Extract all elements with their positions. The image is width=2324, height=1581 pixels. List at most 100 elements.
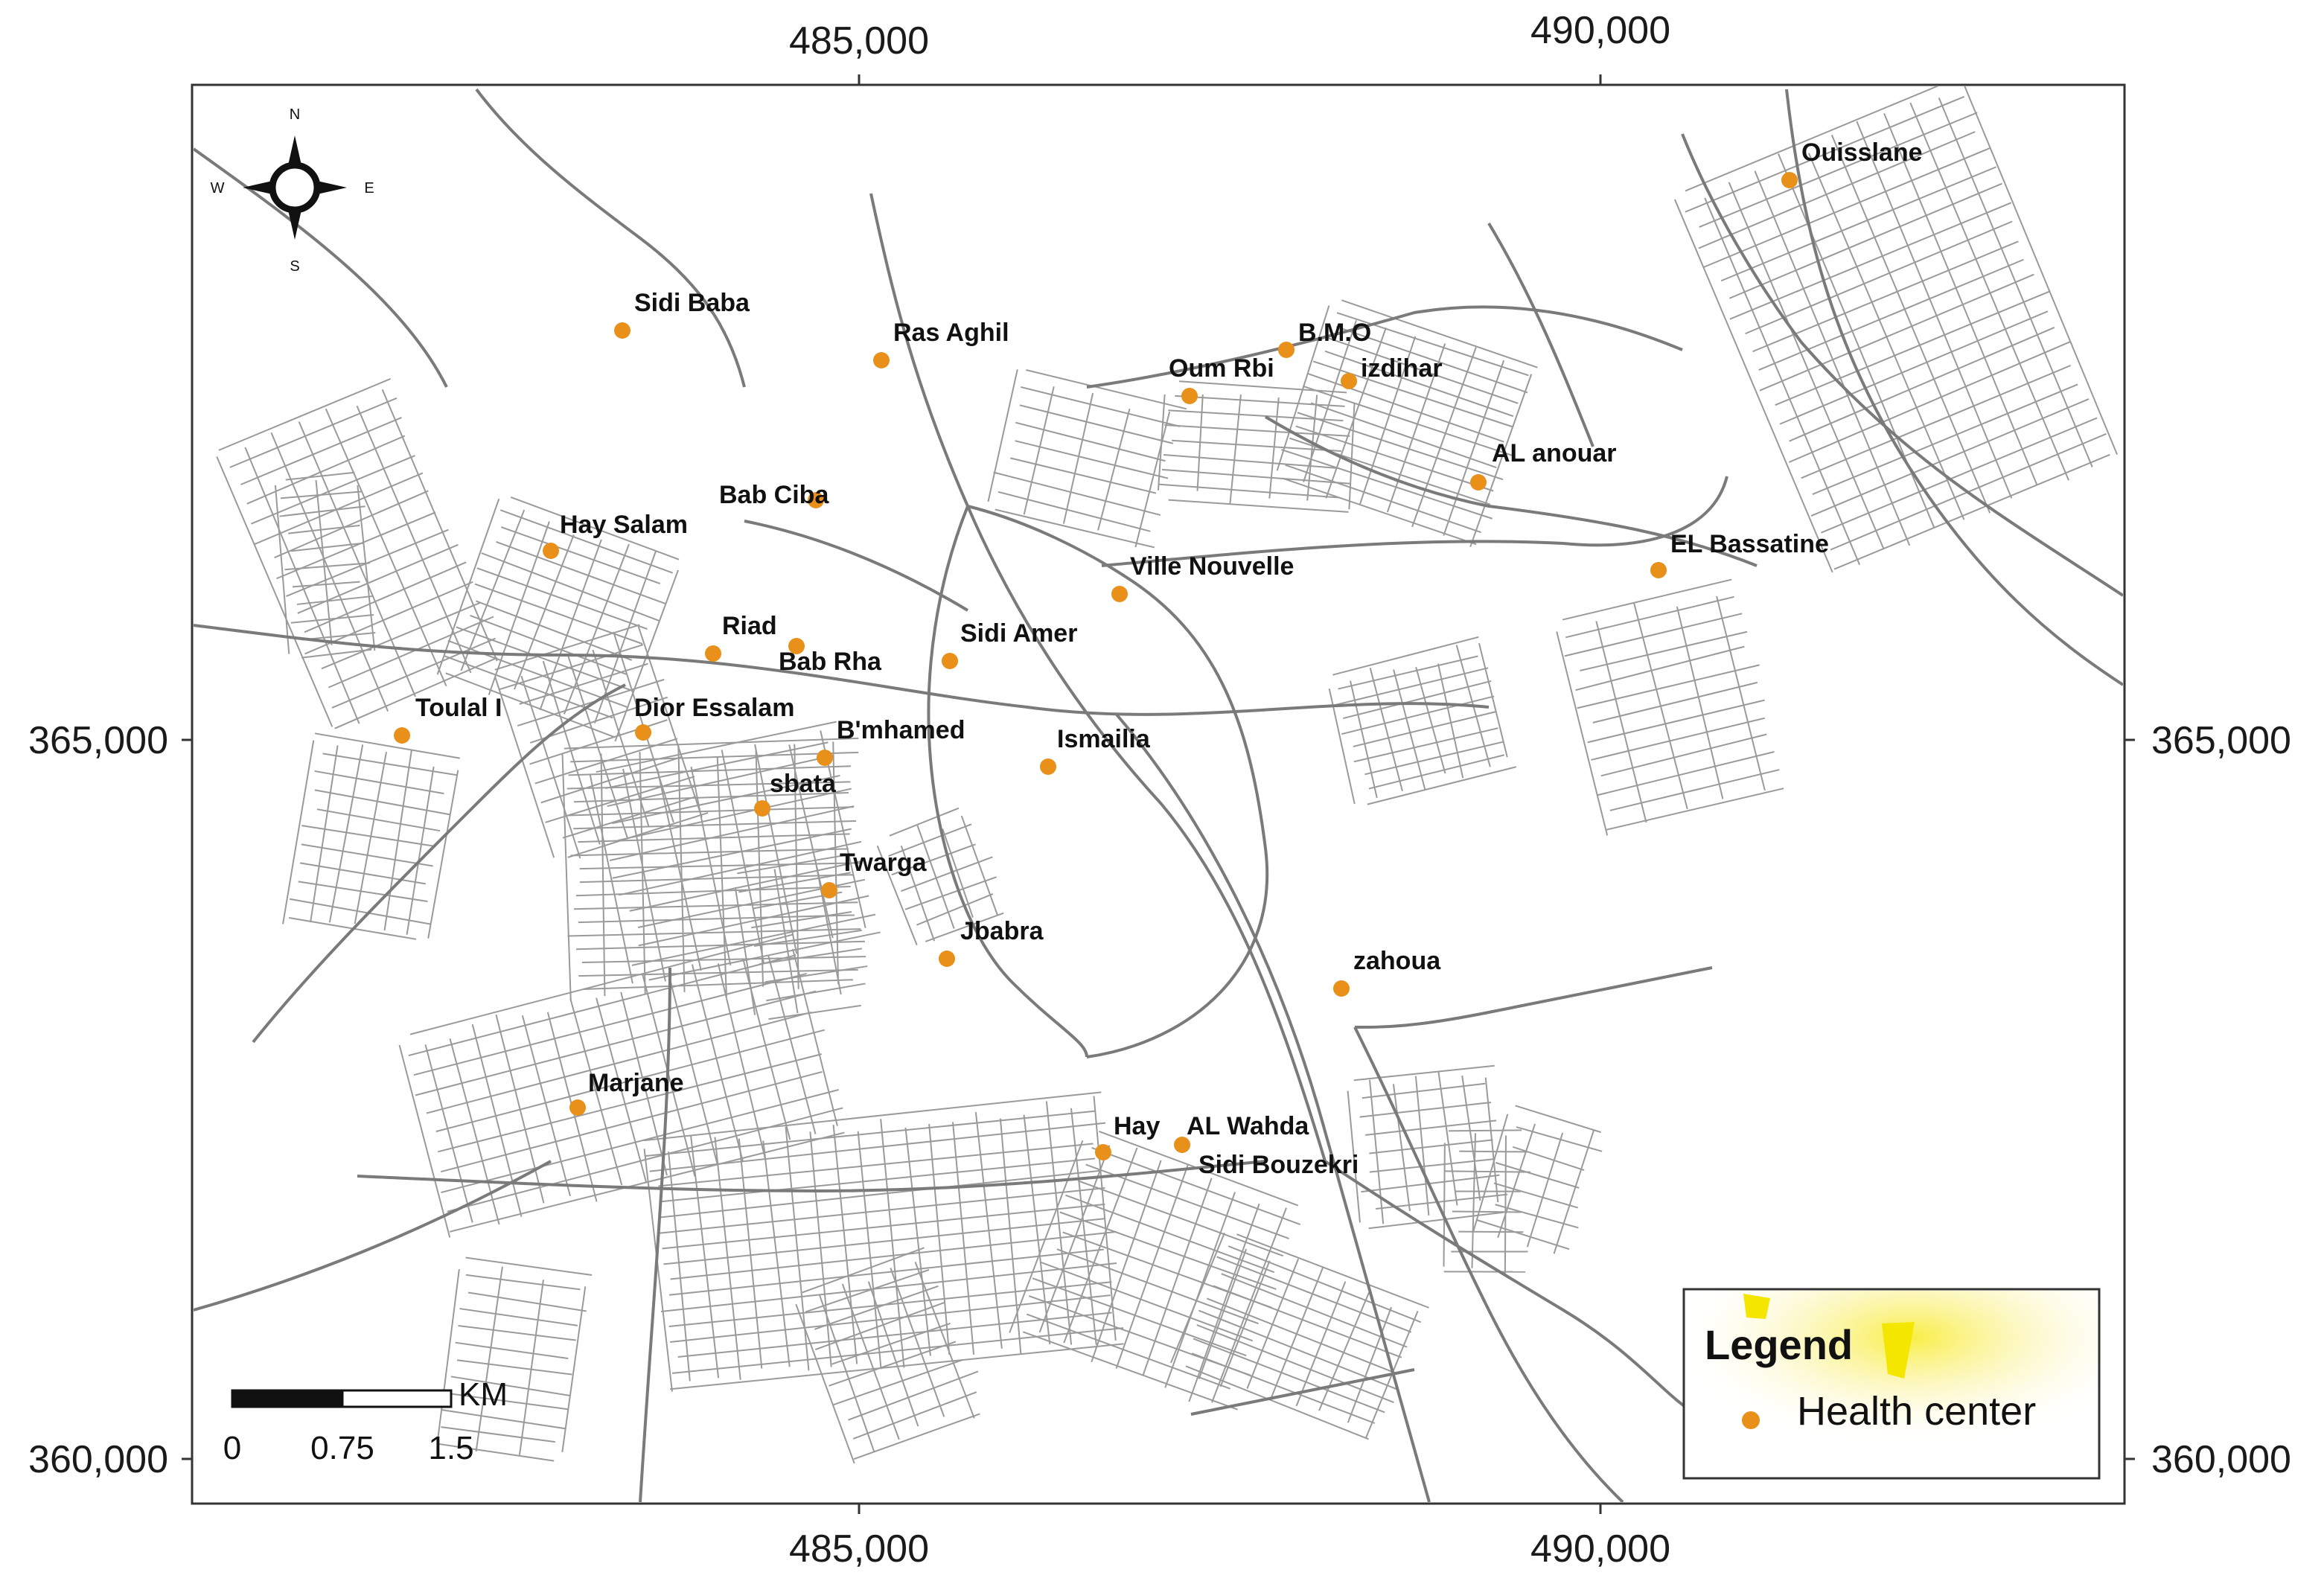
street-block-19	[1170, 1233, 1429, 1440]
health-center-label-sbata: sbata	[770, 770, 837, 798]
health-center-label-sidi-baba: Sidi Baba	[634, 289, 750, 317]
health-center-label-ismailia: Ismailia	[1057, 725, 1151, 753]
compass-n: N	[290, 106, 300, 123]
health-center-marker-ville-nouvelle	[1111, 586, 1128, 602]
scale-bar: KM 0 0.75 1.5	[223, 1376, 508, 1466]
legend: Legend Health center	[1682, 1288, 2101, 1480]
health-center-marker-bab-rha	[788, 638, 805, 654]
health-center-label-jbabra: Jbabra	[960, 917, 1044, 945]
health-center-label-ras-aghil: Ras Aghil	[893, 319, 1009, 347]
health-center-marker-sidi-amer	[942, 653, 958, 669]
health-center-marker-ras-aghil	[873, 352, 890, 368]
health-center-label-ouisslane: Ouisslane	[1801, 138, 1923, 167]
scale-bar-label-1: 0.75	[310, 1430, 374, 1466]
health-center-label-al-anouar: AL anouar	[1492, 439, 1617, 467]
street-block-21	[734, 854, 868, 1021]
street-block-11	[561, 737, 866, 1000]
health-center-marker-izdihar	[1341, 373, 1357, 389]
street-block-1	[436, 496, 680, 742]
compass-s: S	[290, 258, 299, 275]
health-center-marker-al-wahda	[1174, 1137, 1190, 1153]
x-tick-bottom-485000: 485,000	[789, 1527, 929, 1571]
health-center-marker-dior-essalam	[635, 724, 651, 741]
street-block-2	[494, 624, 709, 859]
health-center-label-el-bassatine: EL Bassatine	[1670, 530, 1829, 558]
health-center-marker-ismailia	[1040, 758, 1056, 775]
health-center-marker-riad	[705, 645, 721, 662]
health-center-marker-ouisslane	[1781, 172, 1798, 188]
health-center-marker-hay-salam	[543, 543, 559, 559]
health-center-label-riad: Riad	[722, 612, 777, 640]
street-block-6	[1276, 299, 1538, 548]
street-block-15	[1347, 1064, 1508, 1230]
health-center-label-oum-rbi: Oum Rbi	[1169, 354, 1274, 383]
scale-bar-label-2: 1.5	[428, 1430, 473, 1466]
health-center-label-al-wahda: AL Wahda	[1187, 1112, 1309, 1140]
y-tick-right-365000: 365,000	[2151, 719, 2291, 762]
street-block-20	[876, 807, 1004, 945]
health-center-marker-toulal-i	[394, 727, 410, 744]
health-center-label-bab-ciba: Bab Ciba	[719, 481, 829, 509]
health-center-marker-sbata	[754, 800, 770, 817]
scale-bar-label-0: 0	[223, 1430, 241, 1466]
x-tick-bottom-490000: 490,000	[1530, 1527, 1670, 1571]
street-block-17	[436, 1256, 593, 1462]
health-center-marker-jbabra	[939, 951, 955, 967]
street-block-7	[1673, 86, 2119, 573]
scale-bar-unit: KM	[459, 1376, 508, 1413]
scale-bar-empty	[341, 1389, 453, 1408]
health-center-marker-b-m-o	[1278, 342, 1295, 358]
x-tick-top-490000: 490,000	[1530, 9, 1670, 52]
health-center-marker-hay	[1095, 1144, 1111, 1160]
health-center-label-bab-rha: Bab Rha	[779, 648, 882, 676]
health-center-label-sidi-bouzekri: Sidi Bouzekri	[1198, 1151, 1359, 1179]
y-tick-left-360000: 360,000	[28, 1438, 168, 1481]
health-center-label-sidi-amer: Sidi Amer	[960, 619, 1077, 648]
compass-w: W	[211, 180, 225, 197]
health-center-label-twarga: Twarga	[840, 849, 928, 877]
street-block-16	[1443, 1129, 1530, 1274]
legend-highlight	[1685, 1291, 2098, 1477]
tick-marks	[182, 74, 2135, 1514]
health-center-label-hay-salam: Hay Salam	[560, 511, 688, 539]
y-tick-right-360000: 360,000	[2151, 1438, 2291, 1481]
street-block-23	[274, 471, 376, 659]
compass-e: E	[364, 180, 374, 197]
health-center-marker-el-bassatine	[1650, 562, 1667, 578]
legend-highlight-mark-2	[1882, 1322, 1915, 1379]
health-center-marker-marjane	[569, 1099, 586, 1116]
scale-bar-filled	[231, 1389, 344, 1408]
legend-title: Legend	[1705, 1321, 1853, 1368]
legend-health-center-label: Health center	[1797, 1389, 2036, 1434]
street-block-14	[1009, 1130, 1301, 1411]
street-block-22	[1472, 1105, 1603, 1254]
health-center-label-b-mhamed: B'mhamed	[837, 716, 965, 744]
street-block-4	[987, 369, 1187, 549]
health-center-label-b-m-o: B.M.O	[1298, 319, 1371, 347]
health-center-marker-zahoua	[1333, 980, 1350, 997]
health-center-label-zahoua: zahoua	[1353, 947, 1441, 975]
street-block-10	[282, 732, 460, 940]
health-center-marker-b-mhamed	[817, 750, 833, 766]
health-center-label-toulal-i: Toulal I	[415, 694, 502, 722]
main-roads	[194, 88, 2123, 1502]
health-center-marker-al-anouar	[1470, 474, 1487, 491]
health-center-layer: Ouisslane Sidi Baba Ras Aghil B.M.O Oum Rbi i…	[394, 138, 1923, 1179]
health-center-label-izdihar: izdihar	[1361, 354, 1443, 383]
x-tick-top-485000: 485,000	[789, 19, 929, 63]
health-center-label-marjane: Marjane	[588, 1069, 684, 1097]
legend-health-center-marker	[1742, 1411, 1760, 1429]
health-center-label-dior-essalam: Dior Essalam	[634, 694, 794, 722]
compass-rose: N S E W	[211, 106, 374, 275]
y-tick-left-365000: 365,000	[28, 719, 168, 762]
street-block-13	[643, 1091, 1124, 1392]
health-center-marker-sidi-baba	[614, 322, 631, 339]
legend-highlight-mark-1	[1743, 1294, 1770, 1319]
street-block-8	[1556, 578, 1784, 836]
street-block-18	[795, 1247, 980, 1464]
health-center-marker-oum-rbi	[1181, 388, 1198, 404]
street-block-9	[1328, 636, 1517, 805]
health-center-label-ville-nouvelle: Ville Nouvelle	[1130, 552, 1294, 581]
health-center-marker-twarga	[821, 882, 837, 898]
health-center-marker-bab-ciba	[808, 492, 824, 508]
